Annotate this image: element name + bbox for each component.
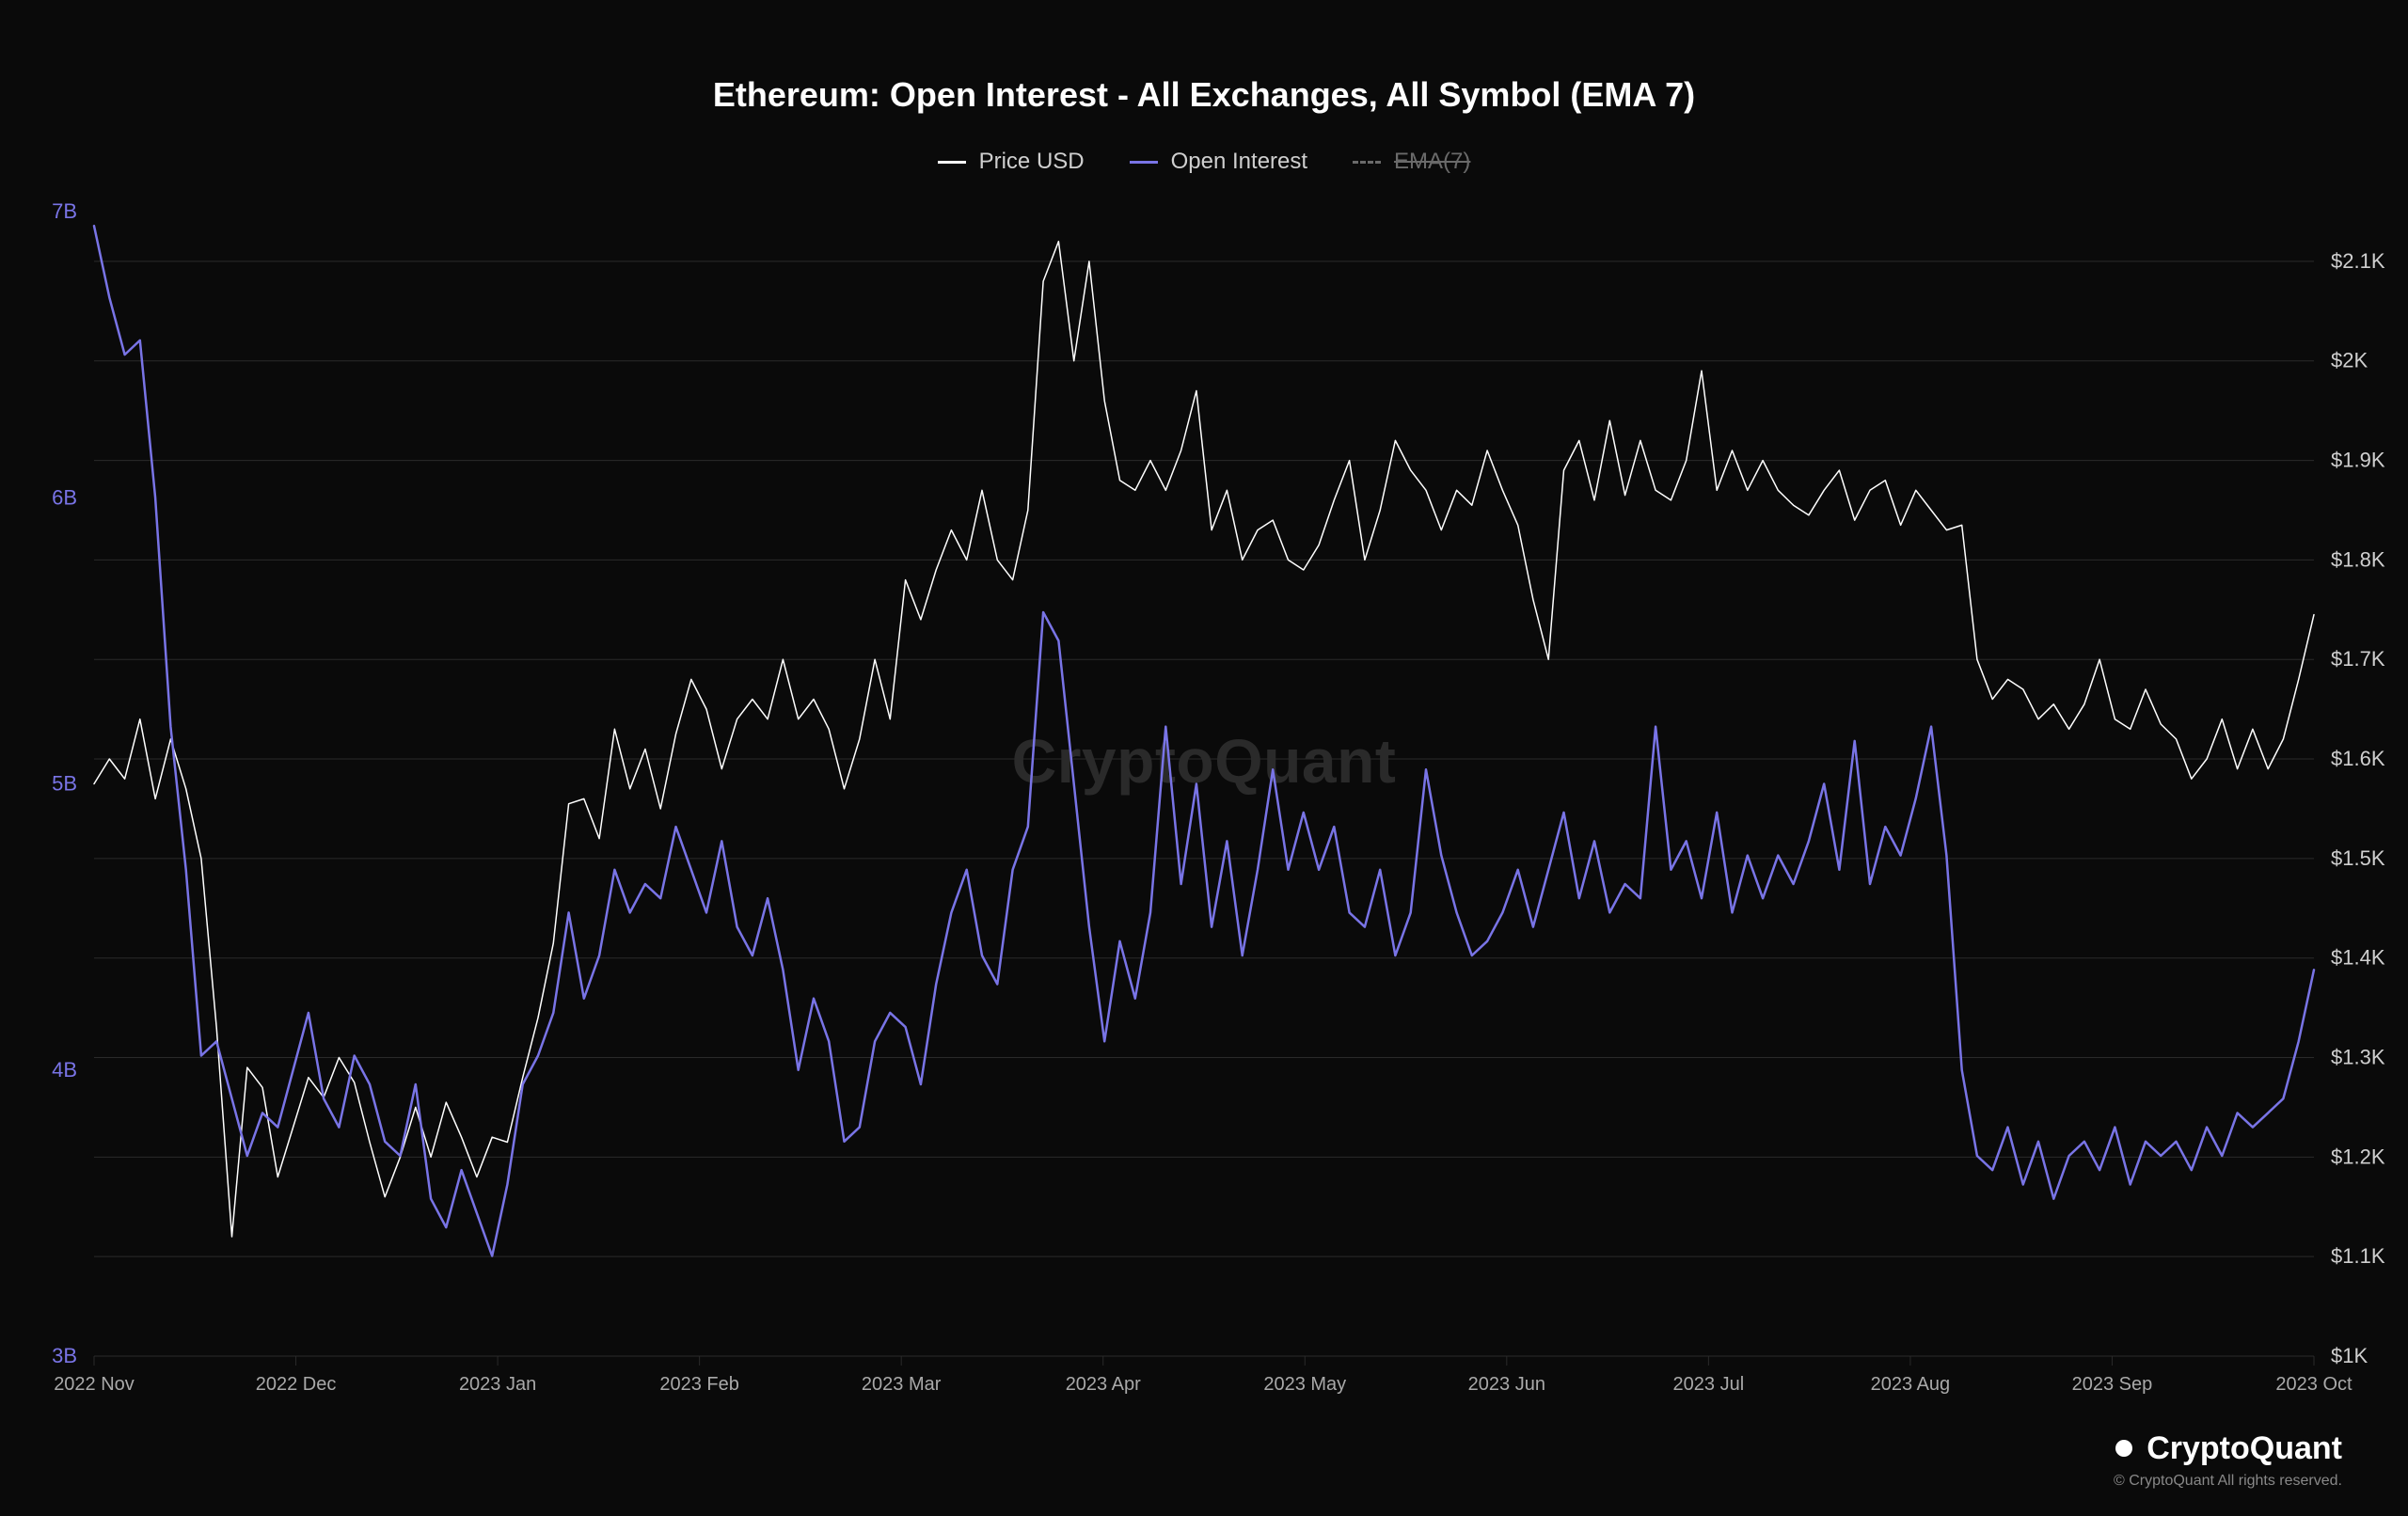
svg-text:5B: 5B bbox=[52, 772, 77, 796]
svg-text:2023 Jun: 2023 Jun bbox=[1468, 1374, 1545, 1395]
svg-text:2023 Aug: 2023 Aug bbox=[1871, 1374, 1951, 1395]
svg-text:$2.1K: $2.1K bbox=[2331, 249, 2385, 273]
legend-swatch-oi bbox=[1130, 161, 1158, 164]
svg-text:$1.5K: $1.5K bbox=[2331, 846, 2385, 870]
brand-name: CryptoQuant bbox=[2147, 1430, 2342, 1467]
brand-logo-text: CryptoQuant bbox=[2098, 1429, 2342, 1467]
svg-text:$1.3K: $1.3K bbox=[2331, 1046, 2385, 1069]
legend-label-ema: EMA(7) bbox=[1394, 149, 1470, 175]
brand-copyright: © CryptoQuant All rights reserved. bbox=[2114, 1473, 2342, 1490]
svg-text:6B: 6B bbox=[52, 485, 77, 509]
plot-svg: 3B4B5B6B7B $1K$1.1K$1.2K$1.3K$1.4K$1.5K$… bbox=[94, 212, 2314, 1356]
plot-area: CryptoQuant 3B4B5B6B7B $1K$1.1K$1.2K$1.3… bbox=[94, 212, 2314, 1356]
svg-text:$1.2K: $1.2K bbox=[2331, 1145, 2385, 1168]
legend-item-price[interactable]: Price USD bbox=[938, 149, 1085, 175]
chart-container: Ethereum: Open Interest - All Exchanges,… bbox=[0, 0, 2408, 1516]
brand-logo-icon bbox=[2098, 1429, 2135, 1467]
svg-text:2023 Sep: 2023 Sep bbox=[2072, 1374, 2153, 1395]
svg-text:2023 Apr: 2023 Apr bbox=[1066, 1374, 1141, 1395]
svg-text:2022 Dec: 2022 Dec bbox=[256, 1374, 337, 1395]
legend-item-oi[interactable]: Open Interest bbox=[1130, 149, 1307, 175]
svg-text:$1.4K: $1.4K bbox=[2331, 946, 2385, 970]
series-price bbox=[94, 242, 2314, 1237]
svg-text:$1.6K: $1.6K bbox=[2331, 747, 2385, 770]
svg-text:7B: 7B bbox=[52, 199, 77, 223]
svg-text:$2K: $2K bbox=[2331, 349, 2368, 372]
legend-label-oi: Open Interest bbox=[1171, 149, 1307, 175]
svg-text:4B: 4B bbox=[52, 1058, 77, 1082]
svg-text:2023 Mar: 2023 Mar bbox=[862, 1374, 942, 1395]
svg-text:2023 Feb: 2023 Feb bbox=[659, 1374, 739, 1395]
legend-swatch-ema bbox=[1353, 161, 1381, 164]
series-open-interest bbox=[94, 226, 2314, 1255]
svg-text:3B: 3B bbox=[52, 1344, 77, 1367]
svg-text:2022 Nov: 2022 Nov bbox=[54, 1374, 135, 1395]
svg-text:2023 May: 2023 May bbox=[1263, 1374, 1346, 1395]
svg-text:2023 Jan: 2023 Jan bbox=[459, 1374, 536, 1395]
legend-item-ema[interactable]: EMA(7) bbox=[1353, 149, 1470, 175]
svg-text:2023 Oct: 2023 Oct bbox=[2275, 1374, 2353, 1395]
svg-text:$1.1K: $1.1K bbox=[2331, 1244, 2385, 1268]
svg-text:$1.9K: $1.9K bbox=[2331, 449, 2385, 472]
legend: Price USD Open Interest EMA(7) bbox=[0, 149, 2408, 175]
chart-title: Ethereum: Open Interest - All Exchanges,… bbox=[0, 75, 2408, 115]
legend-swatch-price bbox=[938, 161, 966, 164]
svg-text:$1.8K: $1.8K bbox=[2331, 547, 2385, 571]
svg-text:2023 Jul: 2023 Jul bbox=[1673, 1374, 1745, 1395]
legend-label-price: Price USD bbox=[979, 149, 1085, 175]
svg-text:$1.7K: $1.7K bbox=[2331, 647, 2385, 671]
svg-text:$1K: $1K bbox=[2331, 1344, 2368, 1367]
